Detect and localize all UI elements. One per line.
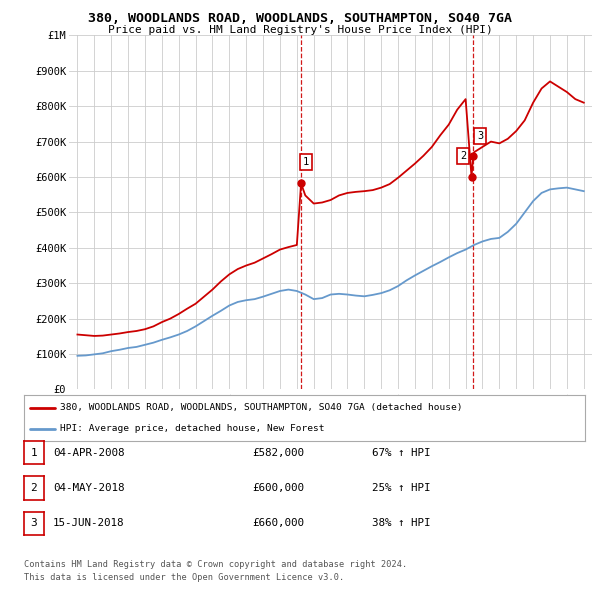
Text: 3: 3 (477, 132, 483, 141)
Text: 380, WOODLANDS ROAD, WOODLANDS, SOUTHAMPTON, SO40 7GA (detached house): 380, WOODLANDS ROAD, WOODLANDS, SOUTHAMP… (61, 403, 463, 412)
Text: 67% ↑ HPI: 67% ↑ HPI (372, 448, 431, 457)
Text: 1: 1 (31, 448, 37, 457)
Text: 04-APR-2008: 04-APR-2008 (53, 448, 124, 457)
Text: 15-JUN-2018: 15-JUN-2018 (53, 519, 124, 528)
Text: This data is licensed under the Open Government Licence v3.0.: This data is licensed under the Open Gov… (24, 572, 344, 582)
Text: £582,000: £582,000 (252, 448, 304, 457)
Text: £660,000: £660,000 (252, 519, 304, 528)
Text: 38% ↑ HPI: 38% ↑ HPI (372, 519, 431, 528)
Text: 380, WOODLANDS ROAD, WOODLANDS, SOUTHAMPTON, SO40 7GA: 380, WOODLANDS ROAD, WOODLANDS, SOUTHAMP… (88, 12, 512, 25)
Text: Price paid vs. HM Land Registry's House Price Index (HPI): Price paid vs. HM Land Registry's House … (107, 25, 493, 35)
Text: 25% ↑ HPI: 25% ↑ HPI (372, 483, 431, 493)
Text: 3: 3 (31, 519, 37, 528)
Text: HPI: Average price, detached house, New Forest: HPI: Average price, detached house, New … (61, 424, 325, 434)
Text: £600,000: £600,000 (252, 483, 304, 493)
Text: 1: 1 (303, 157, 309, 167)
Text: 2: 2 (31, 483, 37, 493)
Text: 04-MAY-2018: 04-MAY-2018 (53, 483, 124, 493)
Text: 2: 2 (460, 151, 466, 160)
Text: Contains HM Land Registry data © Crown copyright and database right 2024.: Contains HM Land Registry data © Crown c… (24, 560, 407, 569)
